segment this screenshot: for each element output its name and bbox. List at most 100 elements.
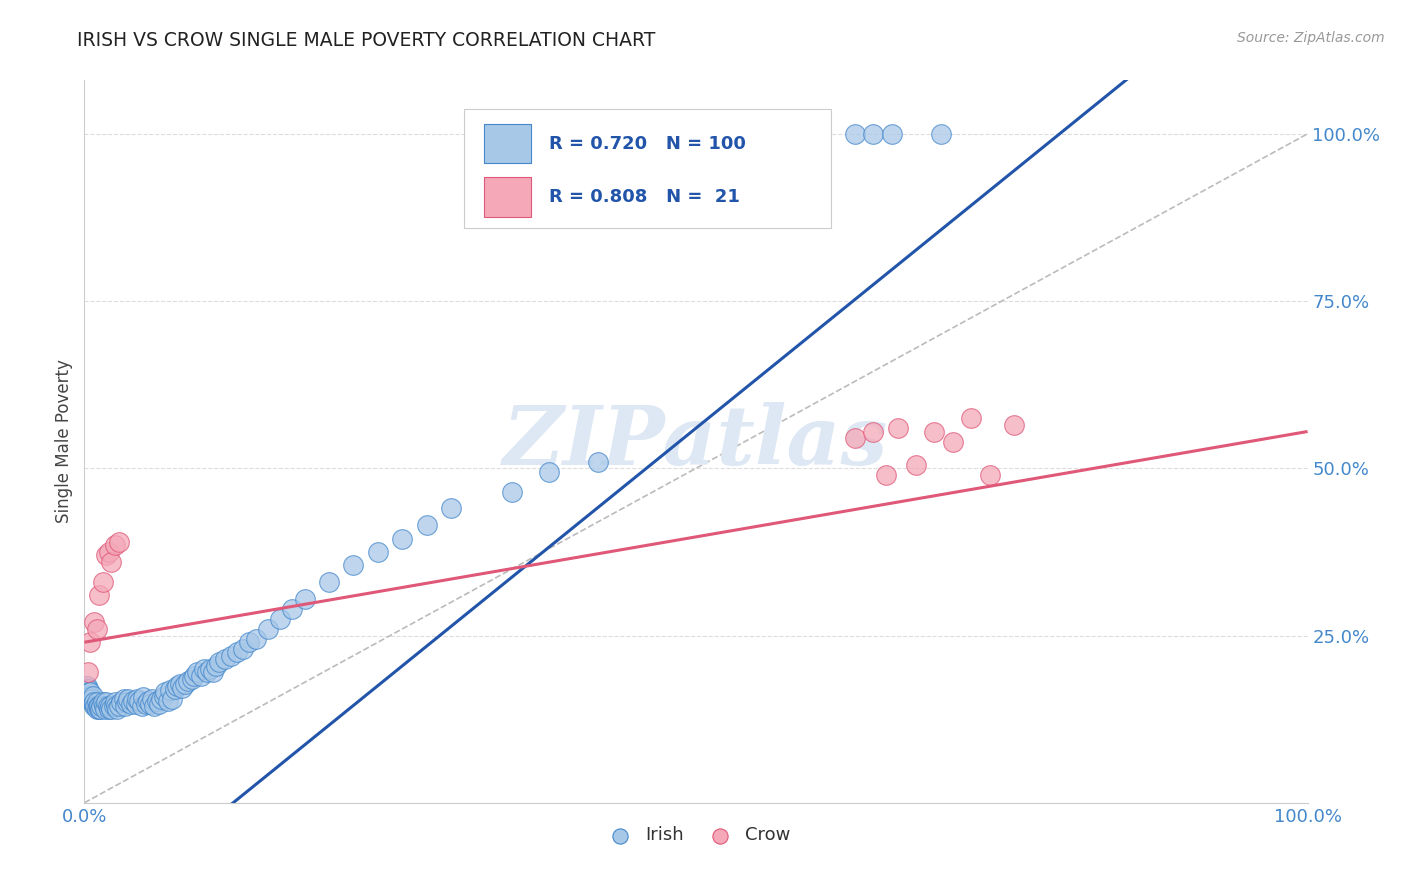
Point [269, 612, 291, 626]
Point [125, 697, 148, 711]
Point [96, 548, 118, 563]
Point [844, 127, 866, 141]
Point [208, 655, 231, 669]
Point [162, 692, 184, 706]
Point [79, 635, 101, 649]
Point [586, 455, 609, 469]
Point [114, 698, 136, 713]
Point [190, 669, 212, 683]
Point [440, 501, 463, 516]
Point [159, 683, 181, 698]
Text: ZIPatlas: ZIPatlas [503, 401, 889, 482]
Point [153, 689, 176, 703]
Point [100, 555, 122, 569]
Point [86, 622, 108, 636]
Point [367, 545, 389, 559]
Point [89, 702, 111, 716]
Point [135, 697, 157, 711]
Point [104, 538, 127, 552]
Point [110, 696, 132, 710]
Point [87, 698, 110, 713]
Point [83, 696, 105, 710]
Point [105, 702, 128, 716]
Point [83, 698, 105, 713]
Point [79, 685, 101, 699]
Point [86, 702, 108, 716]
Text: IRISH VS CROW SINGLE MALE POVERTY CORRELATION CHART: IRISH VS CROW SINGLE MALE POVERTY CORREL… [77, 31, 655, 50]
Point [77, 692, 100, 706]
Point [163, 681, 186, 696]
Point [86, 696, 108, 710]
Point [104, 696, 127, 710]
Point [502, 484, 524, 499]
Point [97, 698, 120, 713]
Point [416, 518, 439, 533]
Legend: Irish, Crow: Irish, Crow [595, 819, 797, 852]
Point [97, 545, 120, 559]
Point [257, 622, 280, 636]
Point [145, 694, 167, 708]
Point [122, 694, 145, 708]
Point [91, 575, 114, 590]
Point [77, 685, 100, 699]
Point [169, 676, 191, 690]
Point [186, 665, 208, 680]
Point [115, 696, 138, 710]
Point [153, 685, 176, 699]
Point [887, 421, 910, 435]
Point [875, 467, 897, 482]
Point [120, 697, 142, 711]
Point [103, 698, 125, 713]
Point [128, 694, 150, 708]
Point [93, 698, 115, 713]
Point [139, 697, 162, 711]
Point [318, 575, 340, 590]
Y-axis label: Single Male Poverty: Single Male Poverty [55, 359, 73, 524]
Point [87, 589, 110, 603]
Point [905, 458, 928, 472]
Point [112, 692, 135, 706]
Point [391, 532, 413, 546]
Point [148, 697, 170, 711]
Point [141, 692, 163, 706]
Point [205, 658, 228, 673]
Point [226, 645, 249, 659]
Point [84, 698, 107, 713]
Point [79, 689, 101, 703]
Point [107, 698, 129, 713]
Point [97, 702, 120, 716]
Point [96, 696, 118, 710]
Point [107, 534, 129, 549]
FancyBboxPatch shape [484, 124, 531, 163]
Point [76, 685, 98, 699]
Point [924, 425, 946, 439]
Point [150, 692, 173, 706]
Point [294, 591, 316, 606]
Text: R = 0.720   N = 100: R = 0.720 N = 100 [550, 135, 747, 153]
Point [538, 465, 561, 479]
Point [177, 674, 200, 689]
Point [143, 698, 166, 713]
Point [117, 692, 139, 706]
Point [90, 698, 112, 713]
Point [929, 127, 952, 141]
Point [77, 665, 100, 680]
Point [105, 698, 128, 713]
Point [91, 696, 114, 710]
Point [342, 558, 364, 573]
Point [80, 696, 103, 710]
Point [156, 694, 179, 708]
Point [100, 702, 122, 716]
Point [245, 632, 267, 646]
Point [94, 702, 117, 716]
Point [844, 431, 866, 445]
Point [238, 635, 260, 649]
Point [173, 676, 195, 690]
Point [1002, 417, 1025, 432]
Point [172, 681, 194, 695]
FancyBboxPatch shape [464, 109, 831, 228]
Point [193, 662, 215, 676]
FancyBboxPatch shape [484, 177, 531, 217]
Text: Source: ZipAtlas.com: Source: ZipAtlas.com [1237, 31, 1385, 45]
Point [125, 692, 148, 706]
